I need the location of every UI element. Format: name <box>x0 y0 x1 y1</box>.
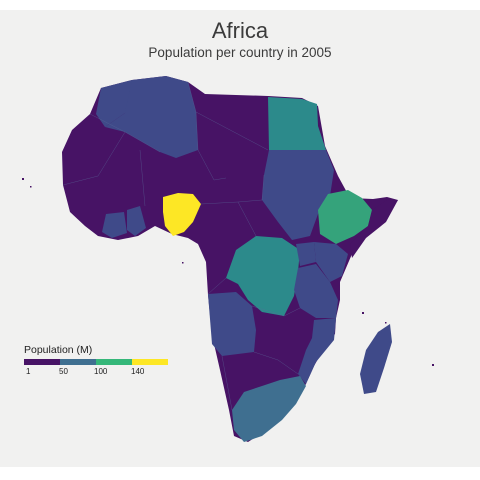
country-ghana[interactable] <box>127 206 146 236</box>
country-uganda[interactable] <box>296 242 316 266</box>
map-title: Africa <box>211 18 269 43</box>
legend: Population (M) 1 50 100 140 <box>24 344 174 379</box>
map-subtitle: Population per country in 2005 <box>148 45 332 60</box>
legend-swatch-3 <box>96 359 132 365</box>
africa-continent-shape <box>62 76 398 442</box>
legend-swatch-1 <box>24 359 60 365</box>
island-cape-verde <box>22 178 24 180</box>
island-seychelles <box>385 322 387 324</box>
legend-title: Population (M) <box>24 344 93 356</box>
country-kenya[interactable] <box>314 242 348 282</box>
legend-ticks: 1 50 100 140 <box>24 367 174 379</box>
country-algeria[interactable] <box>105 76 198 158</box>
country-ethiopia[interactable] <box>318 190 372 244</box>
country-borders <box>62 81 301 411</box>
island-canary <box>30 186 32 188</box>
island-sao-tome <box>182 262 184 264</box>
country-angola[interactable] <box>208 292 256 356</box>
country-dr-congo[interactable] <box>226 236 300 316</box>
country-egypt[interactable] <box>268 97 326 150</box>
legend-color-bar <box>24 359 174 365</box>
legend-tick-1: 1 <box>26 367 31 376</box>
island-mauritius <box>432 364 434 366</box>
legend-swatch-2 <box>60 359 96 365</box>
legend-tick-140: 140 <box>131 367 145 376</box>
country-cote-divoire[interactable] <box>102 212 127 238</box>
country-madagascar[interactable] <box>360 324 392 394</box>
legend-tick-50: 50 <box>59 367 68 376</box>
country-south-africa[interactable] <box>232 376 306 442</box>
country-tanzania[interactable] <box>294 264 338 318</box>
country-nigeria[interactable] <box>163 193 201 236</box>
country-sudan[interactable] <box>262 150 334 240</box>
country-somalia[interactable] <box>350 200 398 258</box>
legend-tick-100: 100 <box>94 367 108 376</box>
island-comoros <box>362 312 364 314</box>
country-mozambique[interactable] <box>298 318 336 384</box>
legend-swatch-4 <box>132 359 168 365</box>
